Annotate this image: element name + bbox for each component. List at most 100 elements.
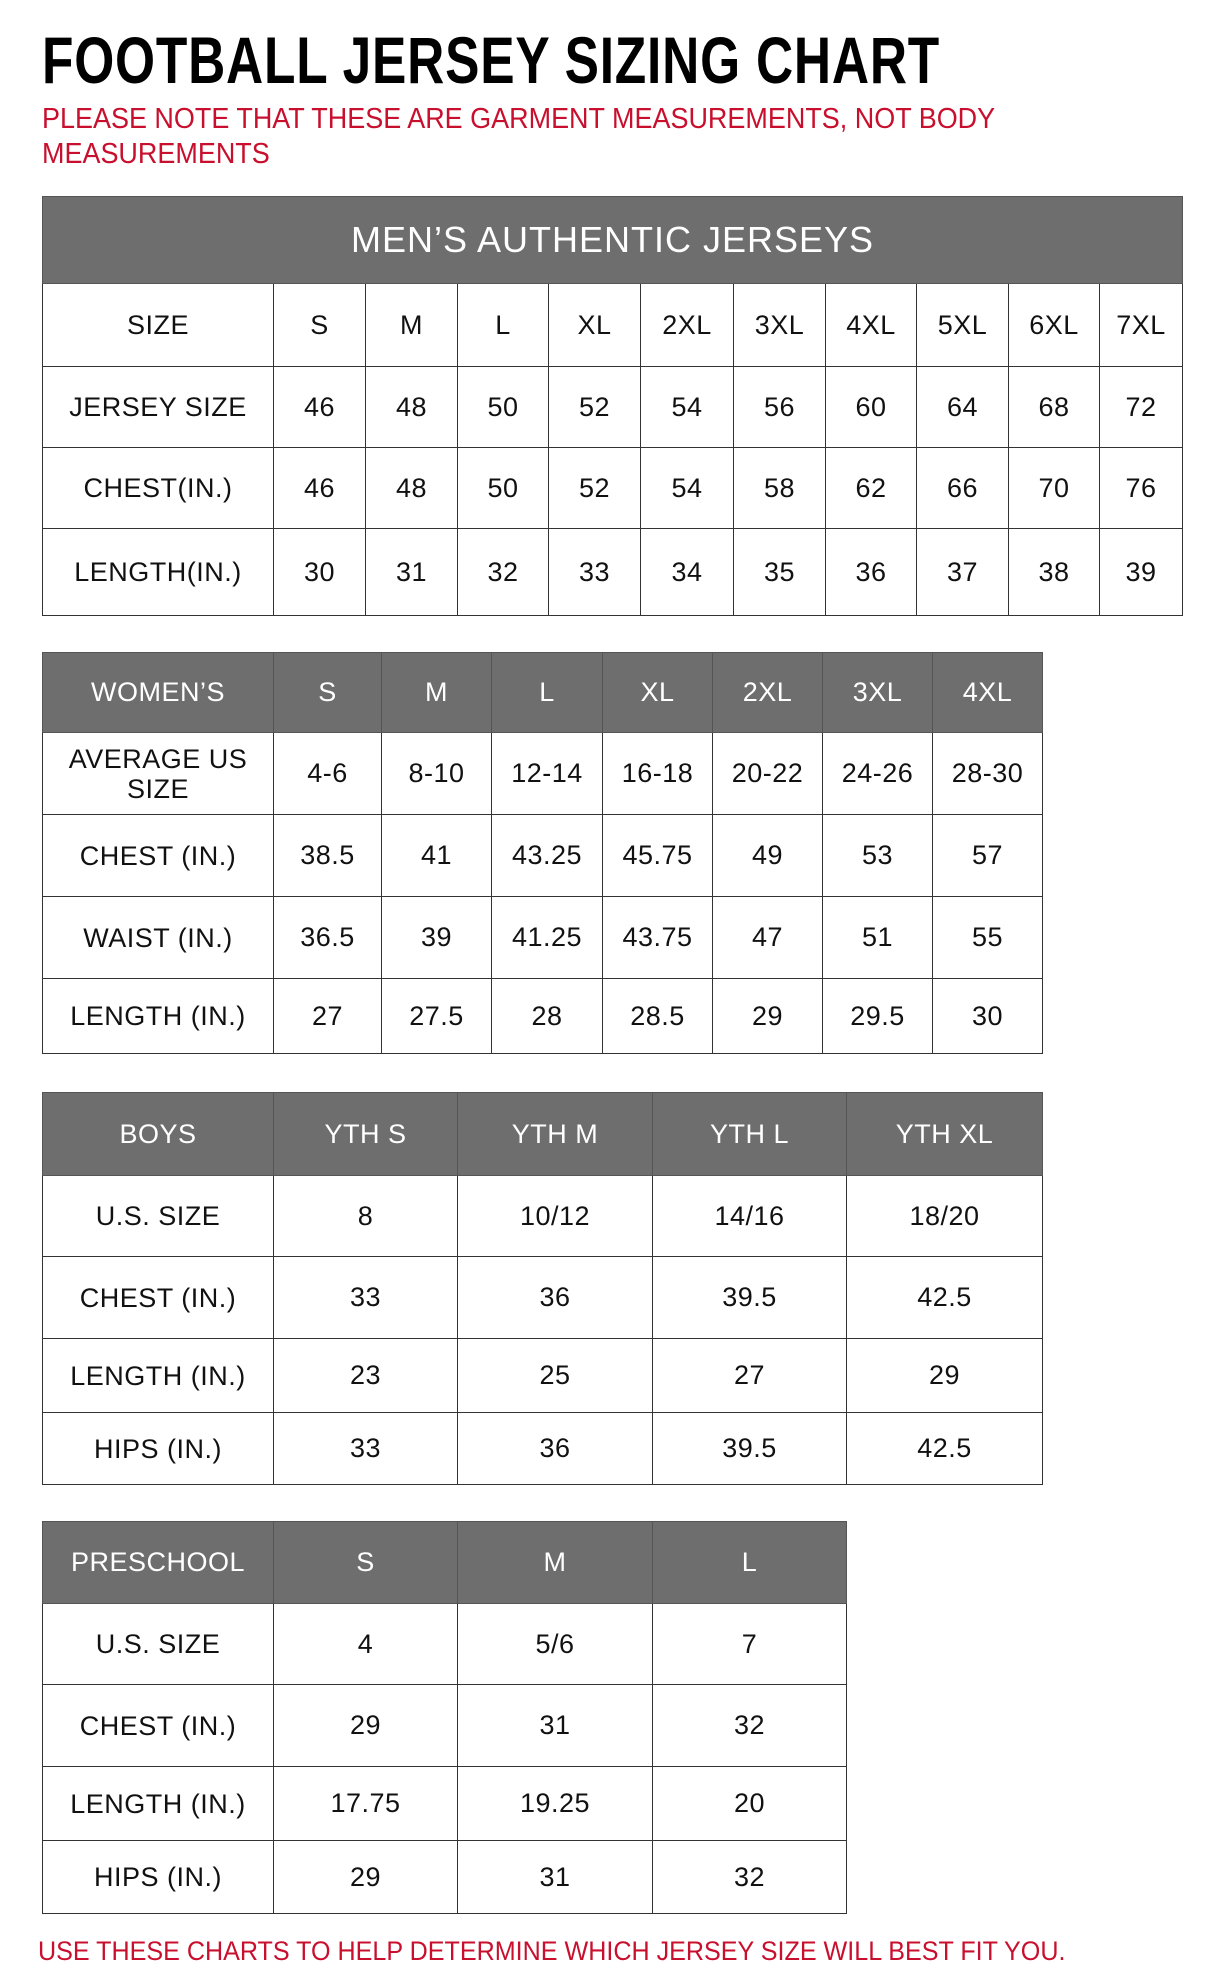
table-cell: 45.75	[602, 814, 713, 897]
table-cell: 33	[548, 528, 641, 616]
row-label: SIZE	[42, 283, 274, 367]
table-cell: 46	[273, 366, 366, 448]
header-size: YTH M	[457, 1092, 653, 1176]
table-cell: 24-26	[822, 732, 933, 815]
table-cell: 29	[273, 1840, 458, 1914]
table-cell: 52	[548, 366, 641, 448]
table-cell: 29	[846, 1338, 1043, 1413]
table-cell: 47	[712, 896, 823, 979]
table-cell: 34	[640, 528, 734, 616]
row-label: HIPS (IN.)	[42, 1840, 274, 1914]
header-size: YTH L	[652, 1092, 847, 1176]
table-cell: 28	[491, 978, 603, 1054]
row-label: LENGTH (IN.)	[42, 1766, 274, 1841]
table-cell: 7XL	[1098, 283, 1184, 367]
table-cell: 5XL	[916, 283, 1009, 367]
table-cell: 25	[457, 1338, 653, 1413]
row-label: U.S. SIZE	[42, 1603, 274, 1685]
table-cell: 56	[733, 366, 826, 448]
table-cell: 30	[932, 978, 1043, 1054]
row-label: LENGTH(IN.)	[42, 528, 274, 616]
table-row: CHEST (IN.) 33 36 39.5 42.5	[42, 1256, 1043, 1339]
table-row: WAIST (IN.) 36.5 39 41.25 43.75 47 51 55	[42, 896, 1043, 979]
table-cell: 66	[916, 447, 1009, 529]
table-cell: 31	[365, 528, 458, 616]
table-cell: 5/6	[457, 1603, 653, 1685]
row-label: CHEST(IN.)	[42, 447, 274, 529]
table-cell: 27.5	[381, 978, 492, 1054]
table-cell: 4-6	[273, 732, 382, 815]
row-label: HIPS (IN.)	[42, 1412, 274, 1485]
row-label: CHEST (IN.)	[42, 814, 274, 897]
row-label: LENGTH (IN.)	[42, 1338, 274, 1413]
garment-note: PLEASE NOTE THAT THESE ARE GARMENT MEASU…	[42, 103, 995, 170]
header-size: 4XL	[932, 652, 1043, 733]
table-cell: 50	[457, 366, 549, 448]
table-cell: 20	[652, 1766, 847, 1841]
header-size: 2XL	[712, 652, 823, 733]
table-cell: 39	[1098, 528, 1184, 616]
table-cell: 48	[365, 366, 458, 448]
table-cell: 76	[1098, 447, 1184, 529]
table-row: LENGTH(IN.) 30 31 32 33 34 35 36 37 38 39	[42, 528, 1184, 616]
table-cell: 14/16	[652, 1175, 847, 1257]
header-label: PRESCHOOL	[42, 1521, 274, 1604]
boys-size-table: BOYS YTH S YTH M YTH L YTH XL U.S. SIZE 8 10/12…	[42, 1092, 1043, 1485]
table-cell: 42.5	[846, 1256, 1043, 1339]
table-cell: 10/12	[457, 1175, 653, 1257]
row-label: CHEST (IN.)	[42, 1684, 274, 1767]
header-label: BOYS	[42, 1092, 274, 1176]
table-cell: 2XL	[640, 283, 734, 367]
table-cell: 62	[825, 447, 917, 529]
table-cell: 36	[457, 1256, 653, 1339]
table-row: LENGTH (IN.) 17.75 19.25 20	[42, 1766, 847, 1841]
table-cell: 52	[548, 447, 641, 529]
header-size: S	[273, 652, 382, 733]
header-row: PRESCHOOL S M L	[42, 1521, 847, 1604]
table-cell: L	[457, 283, 549, 367]
table-cell: 16-18	[602, 732, 713, 815]
row-label: AVERAGE US SIZE	[42, 732, 274, 815]
table-cell: S	[273, 283, 366, 367]
table-row: HIPS (IN.) 29 31 32	[42, 1840, 847, 1914]
table-cell: 23	[273, 1338, 458, 1413]
table-row: LENGTH (IN.) 27 27.5 28 28.5 29 29.5 30	[42, 978, 1043, 1054]
footer-note: USE THESE CHARTS TO HELP DETERMINE WHICH…	[38, 1936, 1066, 1966]
table-cell: 28.5	[602, 978, 713, 1054]
table-cell: 54	[640, 366, 734, 448]
header-size: L	[491, 652, 603, 733]
table-cell: 49	[712, 814, 823, 897]
header-label: WOMEN’S	[42, 652, 274, 733]
table-cell: 27	[273, 978, 382, 1054]
table-cell: 32	[652, 1840, 847, 1914]
table-cell: 31	[457, 1840, 653, 1914]
table-cell: 27	[652, 1338, 847, 1413]
table-row: CHEST (IN.) 38.5 41 43.25 45.75 49 53 57	[42, 814, 1043, 897]
table-cell: 36.5	[273, 896, 382, 979]
table-cell: 35	[733, 528, 826, 616]
header-size: 3XL	[822, 652, 933, 733]
table-row: AVERAGE US SIZE 4-6 8-10 12-14 16-18 20-22 24-…	[42, 732, 1043, 815]
table-cell: 39	[381, 896, 492, 979]
table-row: JERSEY SIZE 46 48 50 52 54 56 60 64 68 72	[42, 366, 1184, 448]
header-size: S	[273, 1521, 458, 1604]
table-cell: 72	[1098, 366, 1184, 448]
table-cell: 55	[932, 896, 1043, 979]
table-cell: 38.5	[273, 814, 382, 897]
table-cell: 6XL	[1008, 283, 1100, 367]
table-cell: 4XL	[825, 283, 917, 367]
table-cell: 58	[733, 447, 826, 529]
table-cell: 48	[365, 447, 458, 529]
table-cell: 39.5	[652, 1256, 847, 1339]
table-cell: 20-22	[712, 732, 823, 815]
table-cell: 32	[457, 528, 549, 616]
preschool-size-table: PRESCHOOL S M L U.S. SIZE 4 5/6 7 CHEST (IN.) 29 3…	[42, 1521, 847, 1914]
table-cell: 54	[640, 447, 734, 529]
table-cell: 3XL	[733, 283, 826, 367]
header-size: XL	[602, 652, 713, 733]
table-cell: 18/20	[846, 1175, 1043, 1257]
table-row: CHEST(IN.) 46 48 50 52 54 58 62 66 70 76	[42, 447, 1184, 529]
header-size: L	[652, 1521, 847, 1604]
table-cell: 7	[652, 1603, 847, 1685]
table-row: HIPS (IN.) 33 36 39.5 42.5	[42, 1412, 1043, 1485]
